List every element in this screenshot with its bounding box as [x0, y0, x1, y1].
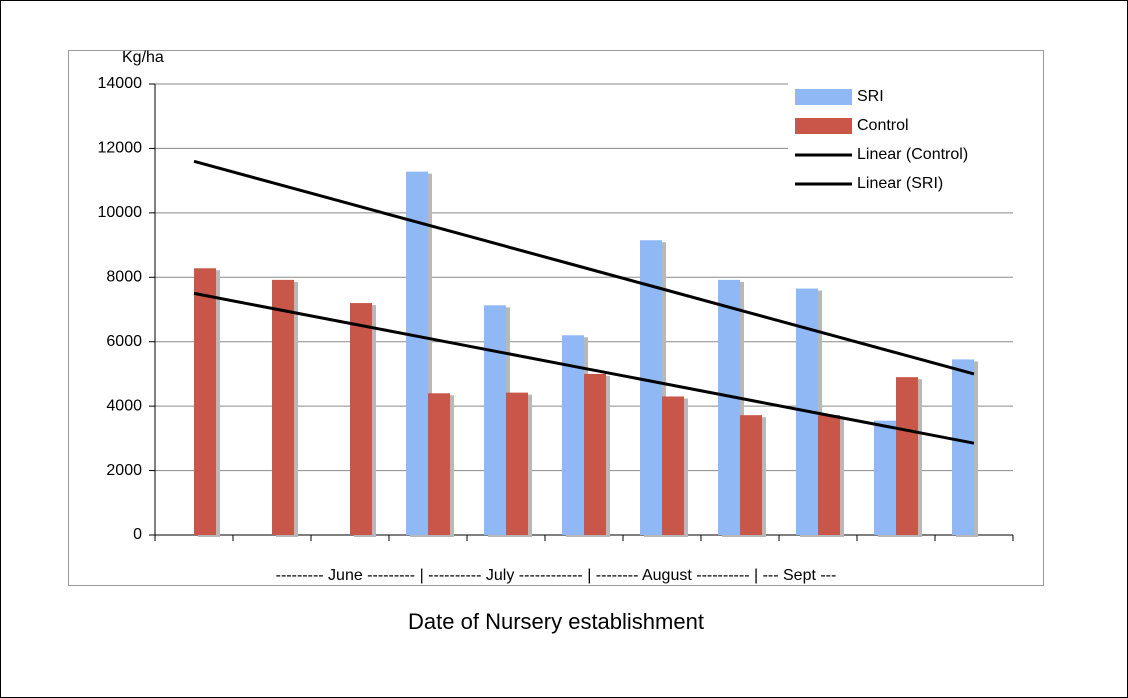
x-axis-label: --------- June --------- | ---------- Ju…: [276, 567, 837, 584]
bar: [350, 303, 372, 535]
chart-title: Date of Nursery establishment: [408, 609, 704, 634]
bar: [874, 420, 896, 535]
bar: [818, 415, 840, 535]
y-tick-label: 8000: [106, 269, 142, 286]
bar: [562, 335, 584, 535]
bar: [428, 393, 450, 535]
bar: [952, 359, 974, 535]
y-tick-label: 14000: [98, 75, 143, 92]
trend-line: [193, 291, 975, 445]
y-tick-label: 0: [133, 526, 142, 543]
bar: [406, 171, 428, 535]
legend-label: SRI: [857, 88, 884, 105]
bar: [484, 305, 506, 535]
bar: [640, 240, 662, 535]
legend-swatch: [795, 118, 852, 134]
bar: [194, 268, 216, 535]
bar: [662, 396, 684, 535]
bar: [718, 279, 740, 535]
trend-line: [193, 159, 975, 376]
y-tick-label: 2000: [106, 462, 142, 479]
bar: [506, 392, 528, 535]
y-tick-label: 4000: [106, 397, 142, 414]
bar: [584, 373, 606, 535]
y-tick-label: 12000: [98, 140, 143, 157]
legend-label: Control: [857, 117, 909, 134]
y-tick-label: 6000: [106, 333, 142, 350]
y-tick-label: 10000: [98, 204, 143, 221]
legend-swatch: [795, 89, 852, 105]
bar: [740, 415, 762, 535]
bar: [272, 279, 294, 535]
y-axis-label: Kg/ha: [122, 49, 164, 66]
legend-label: Linear (Control): [857, 146, 968, 163]
legend-label: Linear (SRI): [857, 175, 943, 192]
chart-area: [68, 50, 1044, 586]
bar: [896, 377, 918, 535]
